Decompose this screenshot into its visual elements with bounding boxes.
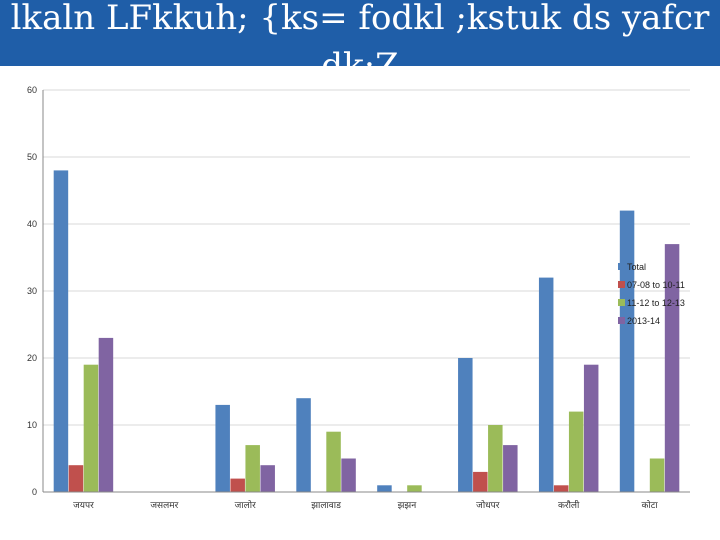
bar xyxy=(473,471,488,492)
y-tick-label: 10 xyxy=(27,420,37,430)
bar xyxy=(503,445,518,492)
y-tick-label: 40 xyxy=(27,219,37,229)
bar xyxy=(245,445,260,492)
bar xyxy=(619,210,635,492)
bar xyxy=(215,404,230,492)
x-category-label: झालावाड xyxy=(311,501,341,511)
bar xyxy=(538,277,554,492)
y-tick-label: 0 xyxy=(32,487,37,497)
x-category-label: जालोर xyxy=(235,499,256,511)
x-category-label: जयपर xyxy=(73,501,94,511)
legend-swatch xyxy=(618,299,625,306)
y-tick-label: 60 xyxy=(27,85,37,95)
legend-swatch xyxy=(618,263,625,270)
y-tick-labels: 0 10 20 30 40 50 60 xyxy=(27,85,37,497)
x-category-label: करौली xyxy=(558,499,580,511)
bar xyxy=(98,337,114,492)
legend-swatch xyxy=(618,317,625,324)
legend-label: Total xyxy=(627,262,646,272)
bar xyxy=(53,170,69,492)
slide-title: lkaln LFkkuh; {ks= fodkl ;kstuk ds yafcr… xyxy=(10,0,710,66)
bar xyxy=(296,398,311,492)
bar xyxy=(326,431,341,492)
legend-label: 2013-14 xyxy=(627,316,660,326)
legend-label: 11-12 to 12-13 xyxy=(627,298,685,308)
bar xyxy=(488,425,503,492)
bar xyxy=(230,478,245,492)
bar xyxy=(568,411,584,492)
title-bar: lkaln LFkkuh; {ks= fodkl ;kstuk ds yafcr… xyxy=(0,0,720,66)
bar xyxy=(407,485,422,492)
bar xyxy=(377,485,392,492)
y-tick-label: 50 xyxy=(27,152,37,162)
legend-swatch xyxy=(618,281,625,288)
x-category-label: जोधपर xyxy=(476,499,500,511)
bars xyxy=(53,170,680,492)
x-category-labels: जयपर जसलमर जालोर झालावाड झझन जोधपर करौली कोटा xyxy=(73,499,658,511)
y-tick-label: 20 xyxy=(27,353,37,363)
x-category-label: जसलमर xyxy=(150,501,178,511)
x-category-label: झझन xyxy=(398,501,418,511)
y-tick-label: 30 xyxy=(27,286,37,296)
bar xyxy=(649,458,665,492)
bar xyxy=(260,465,275,492)
legend-label: 07-08 to 10-11 xyxy=(627,280,685,290)
x-category-label: कोटा xyxy=(642,499,659,511)
bar xyxy=(83,364,99,492)
bar xyxy=(68,465,84,492)
bar xyxy=(664,244,680,492)
bar xyxy=(341,458,356,492)
legend: Total 07-08 to 10-11 11-12 to 12-13 2013-14 xyxy=(618,262,685,326)
bar xyxy=(553,485,569,492)
bar xyxy=(458,358,473,492)
bar xyxy=(583,364,599,492)
